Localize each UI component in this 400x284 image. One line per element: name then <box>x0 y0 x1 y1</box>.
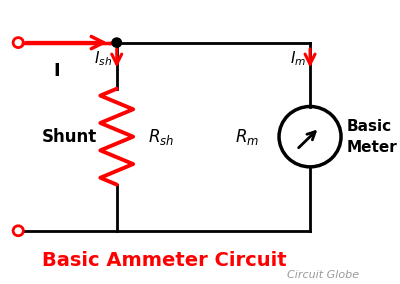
Circle shape <box>112 38 122 47</box>
Text: $R_{m}$: $R_{m}$ <box>235 127 259 147</box>
Text: Shunt: Shunt <box>42 128 97 146</box>
Text: Basic Ammeter Circuit: Basic Ammeter Circuit <box>42 251 286 270</box>
Text: Basic
Meter: Basic Meter <box>346 119 397 155</box>
Text: I: I <box>53 62 60 80</box>
Text: Circuit Globe: Circuit Globe <box>287 270 359 281</box>
Text: $R_{sh}$: $R_{sh}$ <box>148 127 174 147</box>
Text: $I_{m}$: $I_{m}$ <box>290 49 306 68</box>
Text: $I_{sh}$: $I_{sh}$ <box>94 49 112 68</box>
